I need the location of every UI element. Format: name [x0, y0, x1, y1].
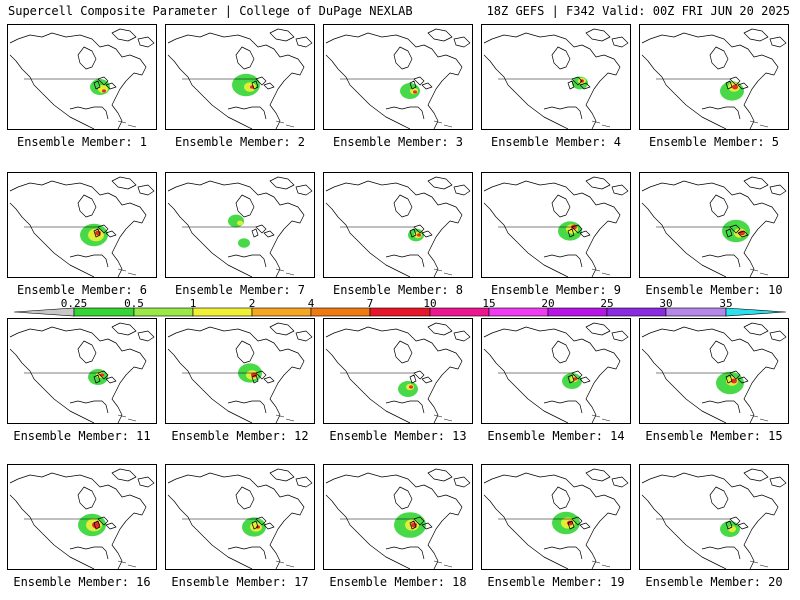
- ensemble-member-label: Ensemble Member: 1: [16, 135, 148, 149]
- colorbar-tick-label: 30: [659, 297, 673, 310]
- ensemble-map-panel: [481, 24, 631, 130]
- colorbar-tick-label: 4: [307, 297, 315, 310]
- ensemble-member-label: Ensemble Member: 3: [332, 135, 464, 149]
- colorbar-segment: [369, 307, 431, 317]
- colorbar-tick-label: 15: [482, 297, 496, 310]
- valid-time-label: 18Z GEFS | F342 Valid: 00Z FRI JUN 20 20…: [486, 4, 790, 18]
- ensemble-map-panel: [7, 318, 157, 424]
- map-title: Supercell Composite Parameter | College …: [8, 4, 413, 18]
- colorbar-segment: [606, 307, 667, 317]
- ensemble-map-panel: [323, 464, 473, 570]
- ensemble-member-label: Ensemble Member: 9: [490, 283, 622, 297]
- ensemble-map-panel: [481, 464, 631, 570]
- ensemble-member-label: Ensemble Member: 10: [645, 283, 783, 297]
- ensemble-member-label: Ensemble Member: 6: [16, 283, 148, 297]
- ensemble-member-label: Ensemble Member: 14: [487, 429, 625, 443]
- ensemble-map-panel: [7, 24, 157, 130]
- ensemble-map-panel: [323, 24, 473, 130]
- colorbar-segment: [310, 307, 371, 317]
- ensemble-member-label: Ensemble Member: 13: [329, 429, 467, 443]
- colorbar-tick-label: 10: [423, 297, 437, 310]
- colorbar-segment: [665, 307, 727, 317]
- ensemble-map-panel: [323, 172, 473, 278]
- ensemble-map-panel: [7, 464, 157, 570]
- colorbar-tick-label: 25: [600, 297, 614, 310]
- colorbar-segment: [725, 307, 787, 317]
- ensemble-map-panel: [165, 172, 315, 278]
- ensemble-map-panel: [165, 464, 315, 570]
- colorbar-segment: [488, 307, 549, 317]
- colorbar-tick-label: 35: [719, 297, 733, 310]
- ensemble-member-label: Ensemble Member: 8: [332, 283, 464, 297]
- ensemble-member-label: Ensemble Member: 18: [329, 575, 467, 589]
- ensemble-member-label: Ensemble Member: 11: [13, 429, 151, 443]
- ensemble-member-label: Ensemble Member: 12: [171, 429, 309, 443]
- colorbar-legend: [13, 307, 787, 317]
- ensemble-map-panel: [323, 318, 473, 424]
- colorbar-segment: [251, 307, 312, 317]
- ensemble-member-label: Ensemble Member: 5: [648, 135, 780, 149]
- ensemble-map-panel: [165, 24, 315, 130]
- ensemble-map-panel: [639, 24, 789, 130]
- colorbar-segment: [192, 307, 253, 317]
- ensemble-member-label: Ensemble Member: 16: [13, 575, 151, 589]
- colorbar-tick-label: 7: [366, 297, 374, 310]
- ensemble-member-label: Ensemble Member: 19: [487, 575, 625, 589]
- colorbar-tick-label: 0.25: [60, 297, 88, 310]
- colorbar-tick-label: 0.5: [124, 297, 144, 310]
- colorbar-segment: [429, 307, 490, 317]
- ensemble-map-panel: [639, 318, 789, 424]
- ensemble-member-label: Ensemble Member: 7: [174, 283, 306, 297]
- ensemble-map-panel: [7, 172, 157, 278]
- ensemble-map-panel: [639, 464, 789, 570]
- ensemble-map-panel: [165, 318, 315, 424]
- ensemble-map-panel: [639, 172, 789, 278]
- ensemble-map-panel: [481, 318, 631, 424]
- colorbar-segment: [547, 307, 608, 317]
- colorbar-tick-label: 1: [189, 297, 197, 310]
- colorbar-tick-label: 2: [248, 297, 256, 310]
- ensemble-map-panel: [481, 172, 631, 278]
- colorbar-tick-label: 20: [541, 297, 555, 310]
- ensemble-member-label: Ensemble Member: 2: [174, 135, 306, 149]
- ensemble-member-label: Ensemble Member: 15: [645, 429, 783, 443]
- ensemble-member-label: Ensemble Member: 17: [171, 575, 309, 589]
- ensemble-member-label: Ensemble Member: 20: [645, 575, 783, 589]
- ensemble-member-label: Ensemble Member: 4: [490, 135, 622, 149]
